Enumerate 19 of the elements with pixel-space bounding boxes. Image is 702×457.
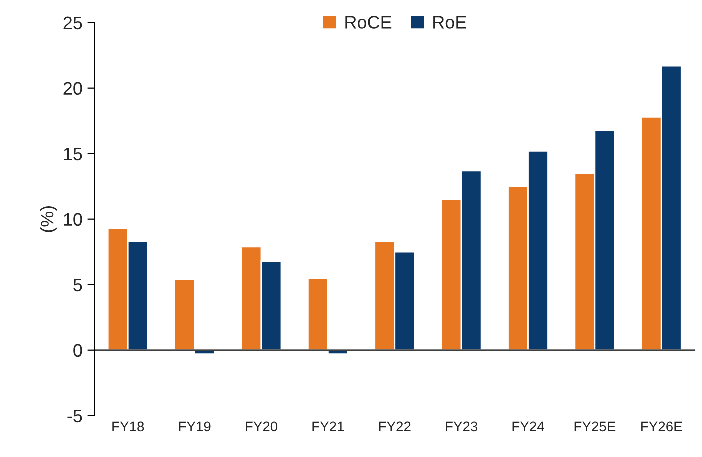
y-tick-label: 10 (64, 213, 82, 226)
y-axis-title: (%) (40, 206, 58, 232)
y-tick-label: -5 (68, 410, 82, 423)
y-tick-label: 25 (64, 16, 82, 30)
x-tick-label: FY24 (512, 422, 544, 432)
x-tick-label: FY20 (246, 422, 278, 432)
y-tick-label: 0 (74, 344, 82, 358)
legend-label: RoE (434, 16, 466, 29)
y-tick-label: 15 (64, 148, 82, 161)
x-tick-label: FY26E (642, 422, 682, 432)
x-tick-label: FY18 (112, 422, 144, 432)
y-tick-label: 20 (64, 82, 82, 96)
x-tick-label: FY21 (312, 422, 344, 432)
x-tick-label: FY23 (446, 422, 478, 432)
x-tick-label: FY19 (179, 422, 211, 432)
x-tick-label: FY22 (379, 422, 411, 432)
x-tick-label: FY25E (574, 422, 616, 432)
legend-label: RoCE (346, 16, 392, 29)
y-tick-label: 5 (74, 278, 82, 292)
